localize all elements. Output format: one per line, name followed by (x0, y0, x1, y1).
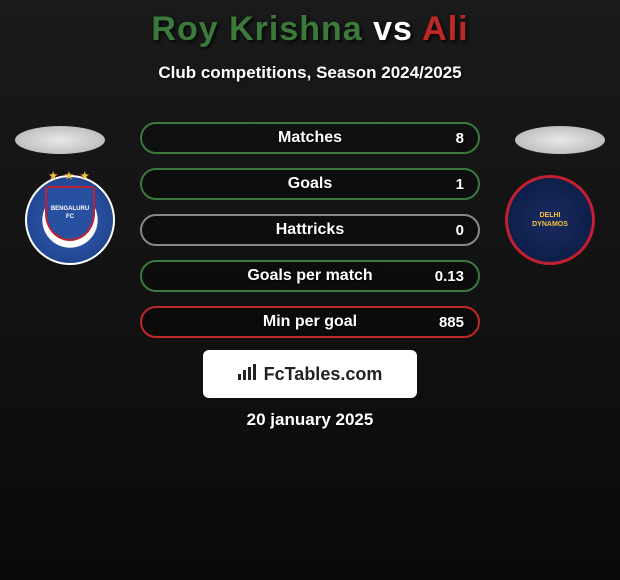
vs-text: vs (373, 10, 413, 48)
team-right-inner: DELHI DYNAMOS (532, 211, 568, 229)
team-right-sub: DYNAMOS (532, 221, 568, 228)
stat-value: 0 (456, 222, 464, 239)
stat-label: Hattricks (142, 221, 478, 239)
brand-text: FcTables.com (264, 364, 383, 385)
subtitle: Club competitions, Season 2024/2025 (0, 63, 620, 83)
stat-row-matches: Matches 8 (140, 122, 480, 154)
player1-name: Roy Krishna (151, 10, 362, 48)
team-right-name: DELHI (540, 212, 561, 219)
stat-row-goals: Goals 1 (140, 168, 480, 200)
stat-row-gpm: Goals per match 0.13 (140, 260, 480, 292)
footer-brand-badge: FcTables.com (203, 350, 417, 398)
stat-row-mpg: Min per goal 885 (140, 306, 480, 338)
stat-value: 0.13 (435, 268, 464, 285)
team-left-sub: FC (66, 214, 74, 221)
team-right-badge: DELHI DYNAMOS (505, 175, 595, 265)
player1-base (15, 126, 105, 154)
comparison-title: Roy Krishna vs Ali (0, 0, 620, 49)
stat-value: 885 (439, 314, 464, 331)
stats-container: Matches 8 Goals 1 Hattricks 0 Goals per … (140, 122, 480, 352)
stat-label: Goals (142, 175, 478, 193)
stat-value: 8 (456, 130, 464, 147)
player2-base (515, 126, 605, 154)
stat-label: Matches (142, 129, 478, 147)
player2-name: Ali (422, 10, 468, 48)
stat-row-hattricks: Hattricks 0 (140, 214, 480, 246)
stat-label: Min per goal (142, 313, 478, 331)
stat-label: Goals per match (142, 267, 478, 285)
chart-icon (238, 364, 258, 385)
stars-icon: ★ ★ ★ (49, 171, 91, 182)
footer-date: 20 january 2025 (0, 410, 620, 430)
team-left-badge: ★ ★ ★ BENGALURU FC (25, 175, 115, 265)
stat-value: 1 (456, 176, 464, 193)
team-left-shield: BENGALURU FC (45, 186, 95, 241)
team-left-name: BENGALURU (51, 206, 89, 213)
